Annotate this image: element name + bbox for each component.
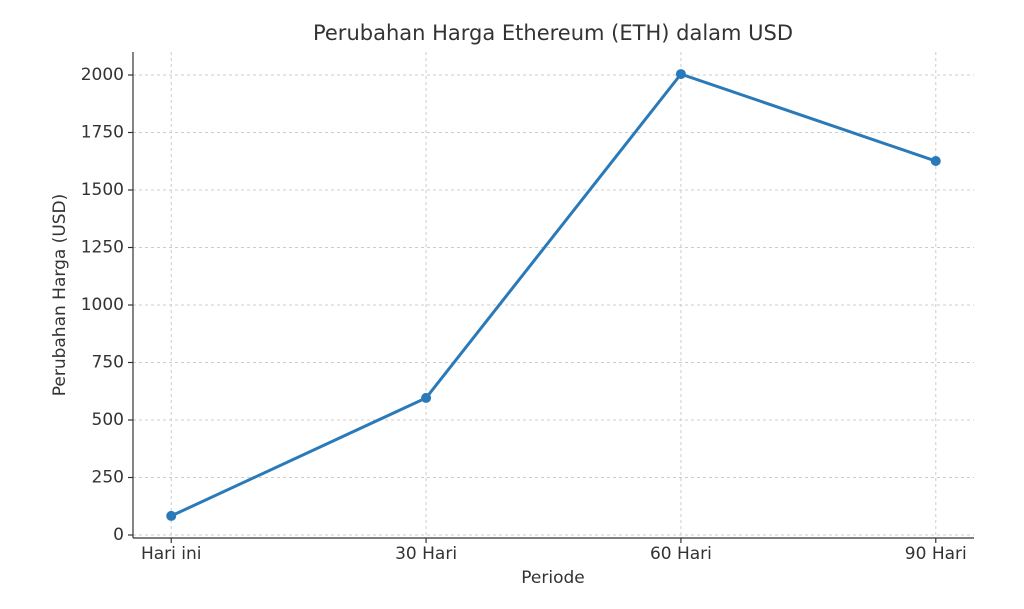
y-tick-label: 1500	[81, 180, 124, 200]
x-tick-label: 30 Hari	[395, 544, 457, 564]
y-tick-label: 750	[92, 353, 124, 373]
y-axis-label: Perubahan Harga (USD)	[50, 194, 70, 397]
x-tick-label: 90 Hari	[905, 544, 967, 564]
x-tick-label: Hari ini	[141, 544, 202, 564]
y-tick-label: 1000	[81, 295, 124, 315]
y-tick-label: 0	[113, 525, 124, 545]
data-line	[170, 72, 937, 518]
y-tick-label: 1750	[81, 123, 124, 143]
data-point	[675, 69, 686, 80]
data-point	[166, 510, 177, 521]
y-tick-label: 500	[92, 410, 124, 430]
data-point	[930, 156, 941, 167]
chart-title: Perubahan Harga Ethereum (ETH) dalam USD	[313, 21, 793, 45]
x-axis-label: Periode	[521, 568, 584, 588]
x-tick-label: 60 Hari	[650, 544, 712, 564]
y-tick-label: 2000	[81, 65, 124, 85]
y-tick-label: 250	[92, 468, 124, 488]
y-tick-label: 1250	[81, 238, 124, 258]
data-point	[421, 392, 432, 403]
